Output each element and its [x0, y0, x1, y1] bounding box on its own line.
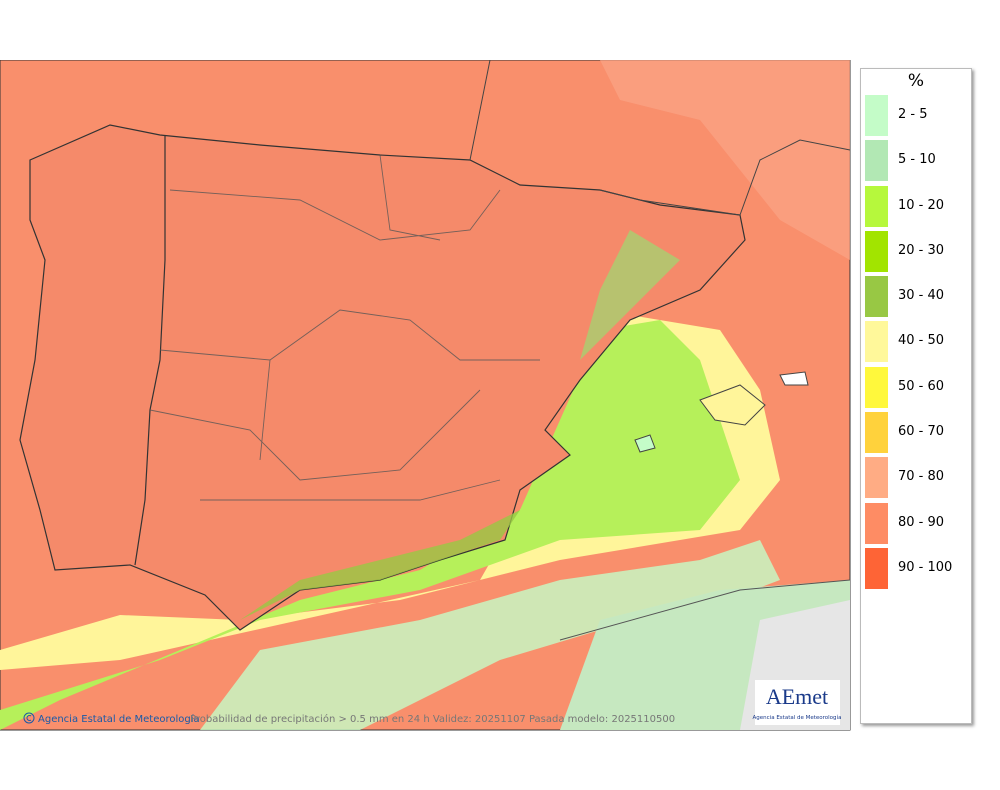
legend-swatch: [865, 230, 888, 272]
logo-name: AEmet: [766, 684, 828, 709]
legend-item: 10 - 20: [861, 185, 971, 231]
ibiza: [634, 434, 656, 453]
legend-swatch: [865, 547, 888, 589]
logo-subtitle: Agencia Estatal de Meteorología: [753, 714, 842, 721]
green-zone: [0, 320, 740, 730]
legend-swatch: [865, 366, 888, 408]
legend-label: 5 - 10: [898, 152, 936, 168]
legend-swatch: [865, 95, 888, 136]
legend: % 2 - 5 5 - 10 10 - 20 20 - 30 30 - 40 40 - 5…: [860, 68, 972, 724]
legend-item: 50 - 60: [861, 366, 971, 412]
legend-item: 2 - 5: [861, 95, 971, 140]
legend-swatch: [865, 185, 888, 227]
catalonia-green: [580, 230, 680, 360]
map: Agencia Estatal de Meteorología Probabil…: [0, 60, 851, 731]
legend-label: 10 - 20: [898, 197, 945, 213]
africa-coast: [559, 579, 851, 641]
legend-label: 30 - 40: [898, 288, 945, 304]
legend-swatch: [865, 140, 888, 182]
light-green-zone: [200, 540, 780, 730]
legend-label: 70 - 80: [898, 469, 945, 485]
mallorca: [699, 384, 766, 426]
legend-swatch: [865, 502, 888, 544]
legend-item: 20 - 30: [861, 230, 971, 276]
legend-swatch: [865, 457, 888, 499]
legend-label: 80 - 90: [898, 514, 945, 530]
legend-label: 60 - 70: [898, 424, 945, 440]
france-border: [469, 60, 851, 216]
legend-swatch: [865, 276, 888, 318]
menorca: [779, 371, 809, 386]
portugal-border: [134, 135, 166, 566]
caption: Probabilidad de precipitación > 0.5 mm e…: [190, 713, 675, 725]
legend-item: 90 - 100: [861, 547, 971, 593]
region-borders: [149, 154, 540, 501]
sea-shade: [600, 60, 850, 260]
legend-swatch: [865, 412, 888, 454]
legend-items: 2 - 5 5 - 10 10 - 20 20 - 30 30 - 40 40 - 50 5…: [861, 95, 971, 593]
legend-label: 2 - 5: [898, 107, 928, 122]
legend-label: 20 - 30: [898, 242, 945, 258]
legend-label: 50 - 60: [898, 378, 945, 394]
credit: Agencia Estatal de Meteorología: [38, 713, 200, 725]
credit-icon: [23, 712, 35, 724]
legend-item: 30 - 40: [861, 276, 971, 321]
legend-label: 40 - 50: [898, 333, 945, 349]
legend-item: 70 - 80: [861, 457, 971, 502]
legend-swatch: [865, 321, 888, 363]
legend-label: 90 - 100: [898, 559, 953, 575]
legend-item: 80 - 90: [861, 502, 971, 548]
legend-item: 60 - 70: [861, 412, 971, 457]
legend-item: 40 - 50: [861, 321, 971, 366]
legend-item: 5 - 10: [861, 140, 971, 185]
legend-unit: %: [907, 71, 925, 91]
logo-box: [755, 680, 840, 725]
south-green: [240, 510, 520, 620]
